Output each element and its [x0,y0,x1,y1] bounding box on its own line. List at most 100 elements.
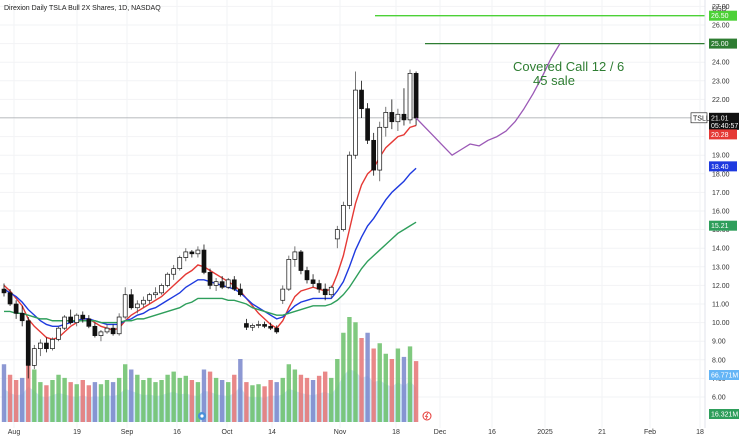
candle-body[interactable] [334,229,340,240]
y-tick-label: 26.00 [712,23,730,30]
volume-bar [110,382,116,422]
flag-icon[interactable] [198,412,206,420]
candle-body[interactable] [359,89,364,110]
candle-body[interactable] [44,342,49,349]
candle-body[interactable] [171,268,177,275]
candle-body[interactable] [104,327,110,333]
volume-bar [256,384,261,422]
annotation-line-2: 45 sale [533,73,575,88]
candle-body[interactable] [177,257,183,270]
volume-bar [50,380,55,422]
projection-path [415,43,561,156]
candle-body[interactable] [395,113,401,123]
candle-body[interactable] [86,318,92,327]
x-tick-label: Oct [222,429,233,436]
volume-bar [13,380,19,422]
candle-body[interactable] [25,320,31,366]
candle-body[interactable] [328,286,334,296]
candle-body[interactable] [183,251,189,258]
candle-body[interactable] [231,279,237,290]
candle-body[interactable] [377,126,383,171]
volume-bar [298,374,304,422]
candle-body[interactable] [1,288,7,294]
candle-body[interactable] [237,288,243,296]
candle-body[interactable] [50,338,55,349]
candle-body[interactable] [383,112,389,128]
candle-body[interactable] [128,294,134,309]
candle-body[interactable] [304,270,310,281]
candle-body[interactable] [407,73,413,121]
candle-body[interactable] [195,249,201,255]
candle-body[interactable] [250,325,255,328]
candle-body[interactable] [225,279,231,288]
x-tick-label: Aug [8,429,21,436]
y-tick-label: 17.00 [712,190,730,197]
candle-body[interactable] [274,327,280,333]
x-tick-label: 16 [488,429,496,436]
ma-badge [709,161,737,172]
candle-body[interactable] [280,288,286,301]
candle-body[interactable] [31,348,37,366]
candle-body[interactable] [213,281,219,286]
candle-body[interactable] [92,325,98,336]
candle-body[interactable] [147,294,152,301]
candle-body[interactable] [316,283,322,290]
candle-body[interactable] [292,251,298,260]
candle-body[interactable] [13,303,19,314]
volume-badge-label: 16.321M [711,412,738,419]
candle-body[interactable] [353,89,358,156]
volume-bar [341,332,346,422]
candle-body[interactable] [110,327,116,335]
candle-body[interactable] [7,292,13,305]
lightning-icon[interactable] [422,411,432,421]
volume-bar [80,380,85,422]
candle-body[interactable] [341,205,346,230]
volume-bar [32,369,37,422]
volume-bar [26,359,31,422]
candle-body[interactable] [56,327,61,340]
candle-body[interactable] [153,292,158,296]
candle-body[interactable] [298,251,304,271]
candle-body[interactable] [347,154,352,206]
candle-body[interactable] [189,251,195,255]
candle-body[interactable] [134,303,140,309]
y-tick-label: 10.00 [712,320,730,327]
candle-body[interactable] [201,249,207,273]
candle-body[interactable] [38,342,43,349]
volume-bar [165,374,170,422]
candle-body[interactable] [159,285,164,294]
candle-body[interactable] [401,113,407,121]
y-tick-label: 22.00 [712,97,730,104]
candle-body[interactable] [62,316,67,329]
candle-body[interactable] [207,272,213,286]
volume-bar [116,377,122,422]
candle-body[interactable] [19,312,25,322]
candle-body[interactable] [74,314,80,323]
candle-body[interactable] [122,294,128,318]
candle-body[interactable] [244,323,249,328]
time-axis[interactable]: Aug 19 Sep 16 Oct 14 Nov 18 Dec 16 2025 21 Feb 18 [8,429,704,436]
candle-body[interactable] [365,108,370,141]
candle-body[interactable] [322,288,328,296]
candle-body[interactable] [165,273,170,286]
y-tick-label: 14.00 [712,246,730,253]
candle-body[interactable] [389,112,395,123]
candle-body[interactable] [371,139,377,171]
candle-body[interactable] [310,279,316,284]
volume-bar [280,377,285,422]
candle-body[interactable] [268,325,273,329]
candle-body[interactable] [256,324,261,326]
level-badge [709,38,737,49]
volume-bar [316,375,322,422]
candle-body[interactable] [219,281,225,288]
candle-body[interactable] [141,299,146,305]
candle-body[interactable] [116,316,122,335]
candle-body[interactable] [286,259,292,290]
candle-body[interactable] [98,331,104,336]
last-price-label: 21.01 [711,115,729,122]
candle-body[interactable] [80,314,86,320]
candle-body[interactable] [68,316,74,323]
candle-body[interactable] [413,73,419,119]
candle-body[interactable] [262,324,267,327]
